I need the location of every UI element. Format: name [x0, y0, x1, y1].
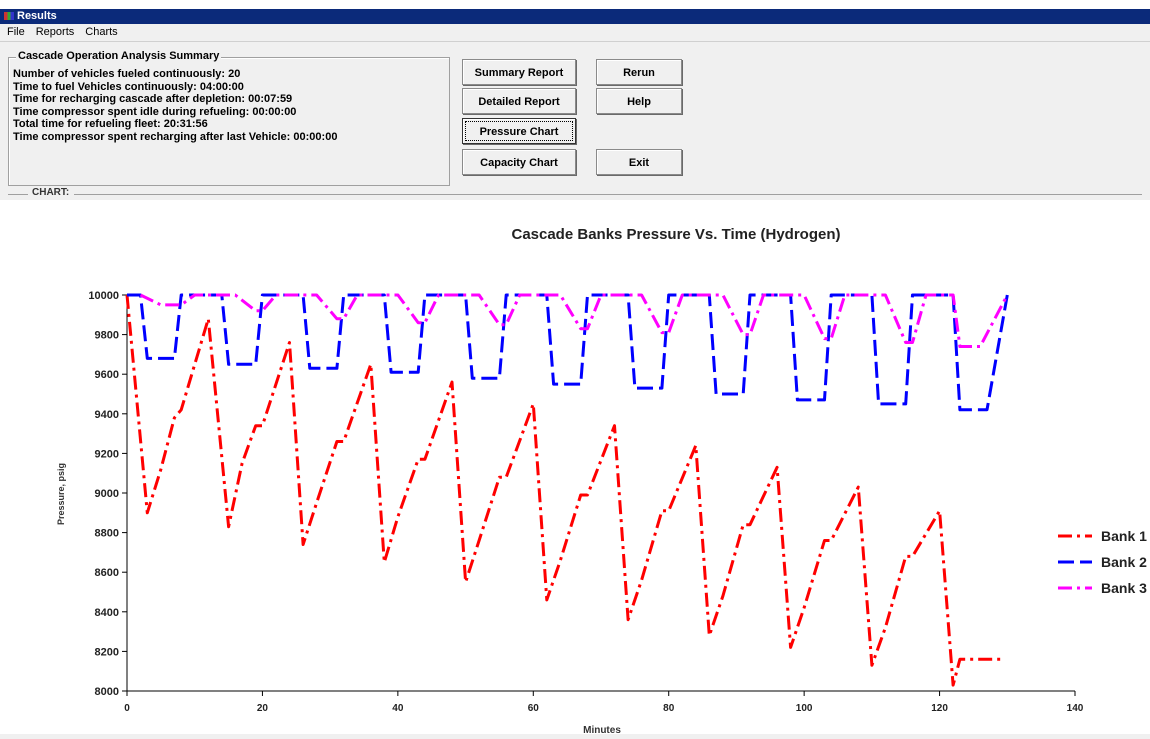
chart-y-axis-label: Pressure, psig	[56, 463, 66, 525]
legend-label: Bank 3	[1101, 580, 1147, 596]
y-tick-label: 9000	[95, 488, 119, 500]
chart-plot-area: 8000 8200 8400 8600 8800 9000 9200 9400 9600 9800…	[88, 290, 1147, 714]
rerun-button[interactable]: Rerun	[596, 59, 682, 85]
legend-label: Bank 2	[1101, 554, 1147, 570]
y-tick-label: 9200	[95, 448, 119, 460]
exit-button[interactable]: Exit	[596, 149, 682, 175]
x-tick-label: 100	[796, 703, 813, 714]
x-tick-label: 80	[663, 703, 675, 714]
summary-group-title: Cascade Operation Analysis Summary	[16, 50, 222, 62]
menu-reports[interactable]: Reports	[35, 26, 75, 38]
series-line-bank-3	[139, 293, 1009, 348]
chart-section-label: CHART:	[30, 187, 72, 198]
y-tick-label: 8600	[95, 567, 119, 579]
capacity-chart-button[interactable]: Capacity Chart	[462, 149, 576, 175]
y-tick-label: 8800	[95, 528, 119, 540]
chart-area: Cascade Banks Pressure Vs. Time (Hydroge…	[0, 200, 1150, 736]
summary-line-recharge-time: Time for recharging cascade after deplet…	[13, 93, 293, 105]
x-tick-label: 0	[124, 703, 130, 714]
help-button[interactable]: Help	[596, 88, 682, 114]
summary-line-vehicles: Number of vehicles fueled continuously: …	[13, 68, 241, 80]
detailed-report-button[interactable]: Detailed Report	[462, 88, 576, 114]
window-titlebar: Results	[0, 0, 1150, 24]
summary-lines: Number of vehicles fueled continuously: …	[13, 68, 337, 143]
series-line-bank-1	[125, 294, 1001, 687]
menu-file[interactable]: File	[7, 26, 25, 38]
summary-report-button[interactable]: Summary Report	[462, 59, 576, 85]
window-title: Results	[17, 10, 57, 22]
y-tick-label: 8000	[95, 686, 119, 698]
legend-label: Bank 1	[1101, 528, 1147, 544]
y-tick-label: 8200	[95, 646, 119, 658]
y-tick-label: 10000	[88, 290, 119, 302]
pressure-chart-button[interactable]: Pressure Chart	[462, 118, 576, 144]
app-icon	[4, 12, 14, 21]
chart-x-axis-label: Minutes	[583, 725, 621, 734]
x-tick-label: 60	[528, 703, 540, 714]
x-tick-label: 40	[392, 703, 404, 714]
analysis-summary-group: Cascade Operation Analysis Summary Numbe…	[8, 50, 450, 186]
summary-line-recharge-after-last: Time compressor spent recharging after l…	[13, 130, 338, 143]
y-tick-label: 9600	[95, 369, 119, 381]
x-tick-label: 140	[1067, 703, 1084, 714]
menu-bar: File Reports Charts	[0, 24, 1150, 42]
summary-line-total-time: Total time for refueling fleet: 20:31:56	[13, 118, 208, 130]
x-tick-label: 120	[931, 703, 948, 714]
pressure-chart: Cascade Banks Pressure Vs. Time (Hydroge…	[56, 226, 1147, 736]
y-tick-label: 9800	[95, 330, 119, 342]
chart-group-rule-left	[8, 194, 28, 195]
summary-line-idle-time: Time compressor spent idle during refuel…	[13, 105, 297, 118]
y-tick-label: 9400	[95, 409, 119, 421]
summary-line-fuel-time: Time to fuel Vehicles continuously: 04:0…	[13, 80, 244, 93]
x-tick-label: 20	[257, 703, 269, 714]
menu-charts[interactable]: Charts	[85, 26, 118, 38]
titlebar-strip: Results	[0, 9, 1150, 24]
chart-group-rule-right	[74, 194, 1142, 195]
chart-title: Cascade Banks Pressure Vs. Time (Hydroge…	[511, 226, 840, 243]
y-tick-label: 8400	[95, 607, 119, 619]
